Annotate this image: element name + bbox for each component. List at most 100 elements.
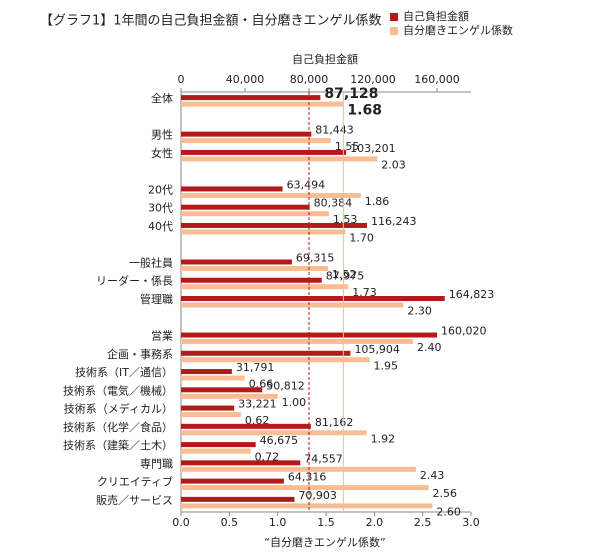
value-label: 64,316 <box>288 471 327 484</box>
value-label: 87,128 <box>324 86 378 102</box>
x2-axis-title: 自己負担金額 <box>292 52 358 66</box>
bar <box>181 496 295 502</box>
x-tick-label: 3.0 <box>462 516 480 529</box>
bar <box>181 131 312 137</box>
value-label: 1.86 <box>365 195 390 208</box>
bar <box>181 442 256 448</box>
bar <box>181 460 301 466</box>
value-label: 0.62 <box>245 414 270 427</box>
value-label: 2.30 <box>407 305 432 318</box>
y-tick-label: リーダー・係長 <box>96 274 173 288</box>
bar <box>181 339 413 345</box>
x-axis-title: “自分磨きエンゲル係数” <box>264 536 385 549</box>
bar <box>181 375 245 381</box>
bar <box>181 357 370 363</box>
value-label: 2.43 <box>420 469 445 482</box>
value-label: 1.68 <box>347 103 382 119</box>
y-tick-label: 企画・事務系 <box>107 347 173 361</box>
bar <box>181 332 438 338</box>
chart-title: 【グラフ1】1年間の自己負担金額・自分磨きエンゲル係数 <box>40 13 382 29</box>
y-tick-label: 技術系（メディカル） <box>64 402 173 416</box>
value-label: 160,020 <box>441 325 487 338</box>
bar <box>181 156 378 162</box>
x2-tick-label: 160,000 <box>414 73 460 86</box>
value-label: 1.53 <box>333 213 358 226</box>
y-tick-label: 女性 <box>151 146 173 160</box>
value-label: 2.56 <box>432 487 457 500</box>
x-tick-label: 1.0 <box>269 516 287 529</box>
value-label: 70,903 <box>298 489 337 502</box>
y-tick-label: 技術系（IT／通信） <box>75 366 173 379</box>
y-tick-label: 30代 <box>148 202 173 215</box>
bar <box>181 259 292 265</box>
bar <box>181 296 445 301</box>
value-label: 50,812 <box>266 379 305 392</box>
bar <box>181 138 331 144</box>
value-label: 1.73 <box>352 286 377 299</box>
bar <box>181 101 344 107</box>
legend-swatch <box>390 13 398 21</box>
bar <box>181 369 232 375</box>
x2-tick-label: 120,000 <box>350 73 396 86</box>
bar <box>181 222 367 228</box>
bar <box>181 186 283 192</box>
value-label: 81,162 <box>315 416 354 429</box>
bar <box>181 393 278 399</box>
y-tick-label: 男性 <box>151 128 173 142</box>
bar <box>181 277 322 283</box>
x2-tick-label: 80,000 <box>290 73 329 86</box>
legend-label: 自分磨きエンゲル係数 <box>403 24 513 37</box>
value-label: 2.40 <box>417 341 442 354</box>
bar <box>181 466 416 472</box>
bar <box>181 430 367 436</box>
value-label: 1.00 <box>282 396 307 409</box>
value-label: 46,675 <box>260 434 299 447</box>
value-label: 1.55 <box>335 140 360 153</box>
bar <box>181 149 347 155</box>
x2-tick-label: 40,000 <box>226 73 265 86</box>
value-label: 105,904 <box>354 343 400 356</box>
y-tick-label: クリエイティブ <box>97 475 173 489</box>
y-tick-label: 営業 <box>151 329 173 343</box>
bar <box>181 229 346 235</box>
value-label: 1.92 <box>371 432 396 445</box>
bar <box>181 265 328 271</box>
legend-label: 自己負担金額 <box>403 9 469 23</box>
value-label: 81,443 <box>315 124 354 137</box>
bar <box>181 412 241 418</box>
value-label: 87,975 <box>326 270 365 283</box>
value-label: 31,791 <box>236 361 275 374</box>
x-tick-label: 2.0 <box>366 516 384 529</box>
bar <box>181 204 310 210</box>
bar <box>181 485 429 491</box>
value-label: 33,221 <box>238 398 277 411</box>
y-tick-label: 40代 <box>148 220 173 233</box>
value-label: 164,823 <box>449 288 495 301</box>
y-tick-label: 技術系（化学／食品） <box>63 420 173 434</box>
value-label: 80,384 <box>314 197 353 210</box>
bar <box>181 405 235 411</box>
value-label: 63,494 <box>287 178 326 191</box>
y-tick-label: 全体 <box>151 91 173 105</box>
bar <box>181 284 349 290</box>
x2-tick-label: 0 <box>178 73 185 86</box>
value-label: 0.72 <box>255 451 280 464</box>
bar <box>181 423 311 429</box>
y-tick-label: 一般社員 <box>129 255 173 269</box>
y-tick-label: 技術系（電気／機械） <box>63 383 173 397</box>
value-label: 1.95 <box>374 359 399 372</box>
value-label: 0.66 <box>249 378 273 391</box>
bar <box>181 387 263 393</box>
bar <box>181 503 433 509</box>
y-tick-label: 販売／サービス <box>96 494 173 507</box>
bar <box>181 350 351 356</box>
legend-swatch <box>390 27 398 35</box>
x-tick-label: 0.0 <box>172 516 190 529</box>
bar <box>181 448 251 454</box>
value-label: 103,201 <box>350 142 396 155</box>
bar <box>181 211 329 217</box>
value-label: 74,557 <box>304 452 343 465</box>
y-tick-label: 管理職 <box>140 292 173 306</box>
y-tick-label: 専門職 <box>140 457 173 470</box>
value-label: 1.52 <box>332 268 357 281</box>
